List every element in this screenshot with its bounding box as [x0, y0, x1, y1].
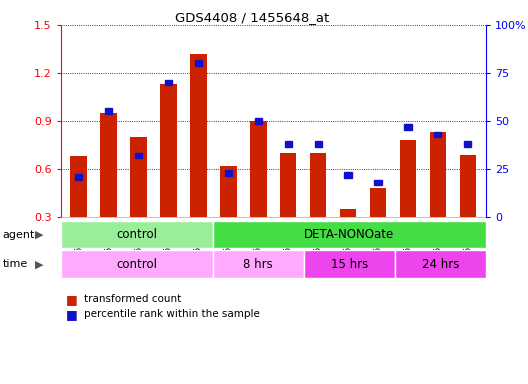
- Bar: [285, 141, 292, 147]
- Text: control: control: [116, 228, 157, 241]
- Bar: [135, 153, 142, 159]
- Text: transformed count: transformed count: [84, 294, 182, 304]
- Text: DETA-NONOate: DETA-NONOate: [304, 228, 394, 241]
- Bar: [344, 172, 352, 178]
- Bar: [304, 250, 395, 278]
- Text: 8 hrs: 8 hrs: [243, 258, 273, 271]
- Bar: [165, 80, 172, 86]
- Bar: [105, 109, 112, 114]
- Text: time: time: [3, 259, 28, 269]
- Bar: [395, 250, 486, 278]
- Bar: [459, 155, 476, 217]
- Bar: [220, 166, 237, 217]
- Text: ▶: ▶: [35, 230, 44, 240]
- Text: ■: ■: [66, 293, 78, 306]
- Bar: [212, 221, 486, 248]
- Text: ■: ■: [66, 308, 78, 321]
- Bar: [434, 132, 441, 137]
- Bar: [100, 113, 117, 217]
- Bar: [374, 180, 382, 185]
- Text: percentile rank within the sample: percentile rank within the sample: [84, 310, 260, 319]
- Text: control: control: [116, 258, 157, 271]
- Bar: [280, 153, 296, 217]
- Bar: [61, 221, 212, 248]
- Text: 15 hrs: 15 hrs: [331, 258, 368, 271]
- Bar: [315, 141, 322, 147]
- Bar: [70, 156, 87, 217]
- Bar: [464, 141, 472, 147]
- Bar: [130, 137, 147, 217]
- Bar: [212, 250, 304, 278]
- Bar: [340, 209, 356, 217]
- Bar: [250, 121, 267, 217]
- Bar: [75, 174, 82, 180]
- Text: GDS4408 / 1455648_at: GDS4408 / 1455648_at: [175, 12, 329, 25]
- Text: ▶: ▶: [35, 259, 44, 269]
- Bar: [430, 132, 446, 217]
- Bar: [160, 84, 177, 217]
- Bar: [225, 170, 232, 176]
- Text: 24 hrs: 24 hrs: [421, 258, 459, 271]
- Bar: [190, 54, 206, 217]
- Bar: [61, 250, 212, 278]
- Bar: [195, 61, 202, 66]
- Bar: [404, 124, 411, 130]
- Bar: [254, 118, 262, 124]
- Text: agent: agent: [3, 230, 35, 240]
- Bar: [370, 188, 386, 217]
- Bar: [400, 140, 416, 217]
- Bar: [310, 153, 326, 217]
